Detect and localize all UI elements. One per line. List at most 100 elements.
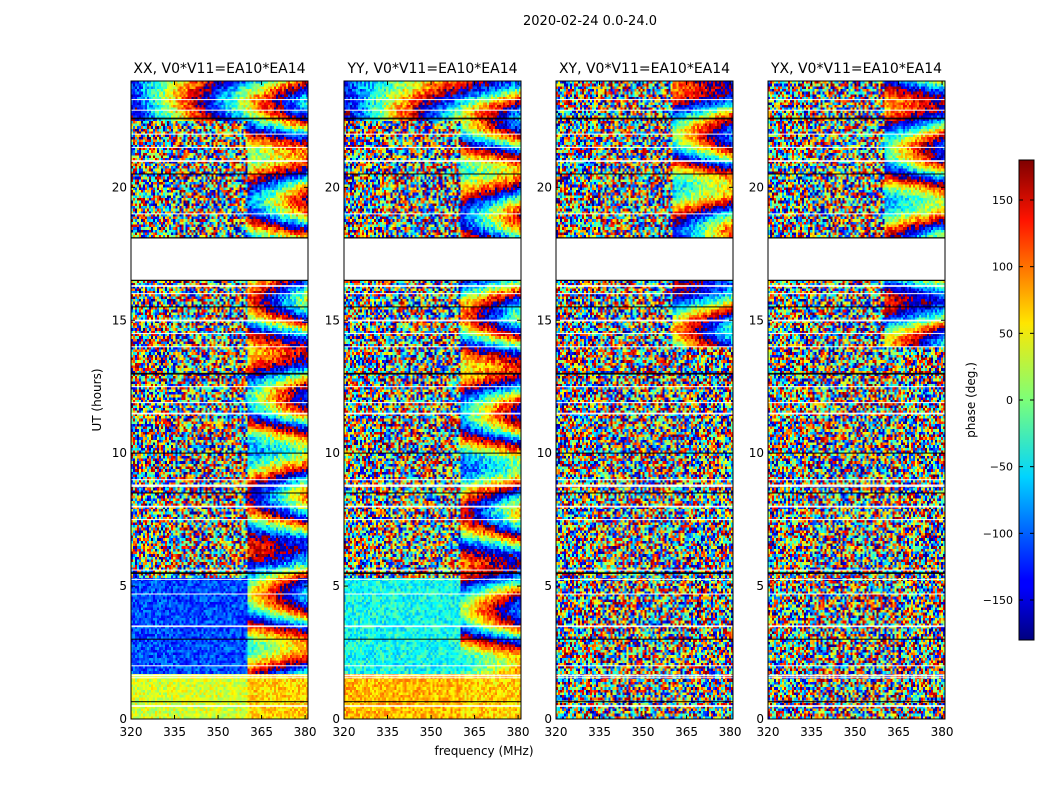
flag-row (344, 485, 521, 487)
x-tick-label: 335 (163, 725, 186, 739)
panel-2: XY, V0*V11=EA10*EA14 320 335 350 365 380 0 5 10 1… (537, 61, 742, 739)
flag-row (131, 625, 308, 628)
flag-row (556, 593, 733, 595)
panel-frame (343, 80, 522, 720)
panel-title: YX, V0*V11=EA10*EA14 (770, 61, 942, 77)
flag-row (556, 386, 733, 388)
flag-row (131, 677, 308, 679)
panel-0: XX, V0*V11=EA10*EA14 320 335 350 365 380 0 5 10 1… (112, 61, 317, 739)
x-tick-label: 365 (675, 725, 698, 739)
flag-row (344, 319, 521, 322)
x-tick-label: 335 (588, 725, 611, 739)
x-tick-label: 380 (931, 725, 954, 739)
flag-row (344, 705, 521, 707)
flag-row (344, 519, 521, 521)
flag-row (344, 386, 521, 388)
y-tick-label: 15 (749, 313, 764, 327)
flag-row (556, 485, 733, 487)
flag-row (344, 677, 521, 679)
flag-row (768, 505, 945, 508)
flag-row (131, 593, 308, 595)
y-tick-label: 5 (332, 579, 340, 593)
y-tick-label: 5 (756, 579, 764, 593)
flag-row (344, 213, 521, 215)
flag-row (556, 117, 733, 120)
flag-row (768, 705, 945, 707)
flag-row (768, 386, 945, 388)
flag-row (344, 285, 521, 287)
panel-frame (130, 80, 309, 720)
flag-row (131, 332, 308, 335)
figure-title: 2020-02-24 0.0-24.0 (523, 14, 657, 29)
x-tick-label: 320 (757, 725, 780, 739)
flag-row (131, 665, 308, 667)
flag-row (131, 133, 308, 135)
flag-row (344, 479, 521, 481)
flag-row (131, 701, 308, 703)
flag-row (768, 99, 945, 101)
flag-row (768, 569, 945, 571)
flag-row (768, 213, 945, 215)
flag-row (768, 109, 945, 111)
colorbar-tick-label: 150 (992, 194, 1013, 207)
flag-row (344, 402, 521, 404)
x-tick-label: 320 (333, 725, 356, 739)
flag-row (131, 452, 308, 454)
flag-row (344, 346, 521, 348)
flag-row (768, 402, 945, 404)
y-axis-label: UT (hours) (90, 368, 104, 431)
flag-row (344, 146, 521, 148)
flag-row (768, 677, 945, 679)
flag-row (131, 674, 308, 677)
x-tick-label: 350 (420, 725, 443, 739)
flag-row (131, 117, 308, 120)
panel-1: YY, V0*V11=EA10*EA14 320 335 350 365 380 0 5 10 1… (325, 61, 530, 739)
flag-row (131, 705, 308, 707)
x-tick-label: 365 (887, 725, 910, 739)
flag-row (556, 705, 733, 707)
y-tick-label: 10 (112, 446, 127, 460)
flag-row (556, 99, 733, 101)
x-tick-label: 380 (294, 725, 317, 739)
flag-row (556, 160, 733, 162)
flag-row (344, 99, 521, 101)
flag-row (131, 160, 308, 162)
y-tick-label: 0 (119, 712, 127, 726)
x-tick-label: 365 (250, 725, 273, 739)
flag-row (556, 332, 733, 335)
flag-row (556, 285, 733, 287)
flag-row (768, 285, 945, 287)
flag-row (556, 402, 733, 404)
flag-row (556, 306, 733, 308)
flagged-gap (556, 237, 733, 281)
flag-row (768, 519, 945, 521)
y-tick-label: 5 (544, 579, 552, 593)
flag-row (768, 578, 945, 580)
flag-row (131, 519, 308, 521)
flag-row (131, 492, 308, 494)
phase-heatmap (556, 81, 733, 719)
flag-row (344, 332, 521, 335)
panel-title: YY, V0*V11=EA10*EA14 (346, 61, 517, 77)
x-tick-label: 350 (844, 725, 867, 739)
flag-row (131, 578, 308, 580)
y-tick-label: 15 (325, 313, 340, 327)
phase-heatmap (131, 81, 308, 719)
x-tick-label: 365 (463, 725, 486, 739)
flag-row (768, 485, 945, 487)
panel-title: XX, V0*V11=EA10*EA14 (133, 61, 305, 77)
panel-title: XY, V0*V11=EA10*EA14 (559, 61, 730, 77)
y-tick-label: 10 (749, 446, 764, 460)
flag-row (344, 569, 521, 571)
flag-row (131, 306, 308, 308)
flag-row (131, 146, 308, 148)
x-tick-label: 320 (545, 725, 568, 739)
x-tick-label: 380 (507, 725, 530, 739)
flag-row (556, 109, 733, 111)
flag-row (556, 492, 733, 494)
flag-row (556, 572, 733, 574)
flag-row (131, 505, 308, 508)
flag-row (768, 332, 945, 335)
flag-row (768, 625, 945, 628)
flag-row (556, 293, 733, 295)
